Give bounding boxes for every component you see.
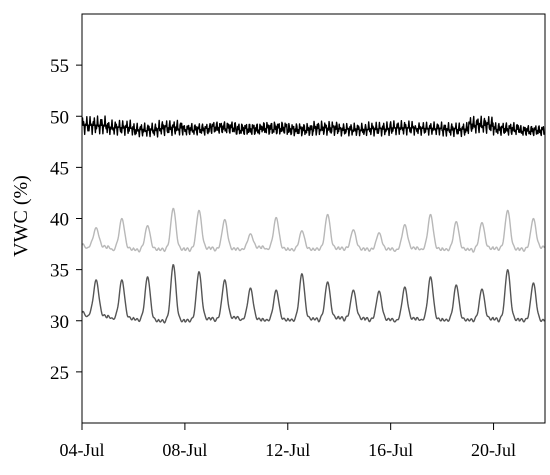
x-tick-label: 04-Jul xyxy=(60,440,105,460)
x-tick-label: 12-Jul xyxy=(265,440,310,460)
x-axis: 04-Jul 08-Jul 12-Jul 16-Jul 20-Jul xyxy=(60,423,516,460)
series-line-middle xyxy=(82,207,545,253)
y-tick-label: 50 xyxy=(50,107,69,128)
y-axis-label: VWC (%) xyxy=(10,175,32,257)
plot-series xyxy=(82,115,545,324)
series-line-upper xyxy=(82,115,545,138)
y-tick-label: 30 xyxy=(50,312,69,333)
y-tick-label: 40 xyxy=(50,210,69,231)
series-line-lower xyxy=(82,264,545,324)
x-tick-label: 20-Jul xyxy=(471,440,516,460)
y-tick-label: 55 xyxy=(50,56,69,77)
plot-frame xyxy=(81,13,546,424)
y-tick-label: 25 xyxy=(50,363,69,384)
y-tick-label: 45 xyxy=(50,158,69,179)
y-axis: 25 30 35 40 45 50 55 xyxy=(50,56,82,384)
x-tick-label: 16-Jul xyxy=(368,440,413,460)
y-tick-label: 35 xyxy=(50,261,69,282)
x-tick-label: 08-Jul xyxy=(162,440,207,460)
